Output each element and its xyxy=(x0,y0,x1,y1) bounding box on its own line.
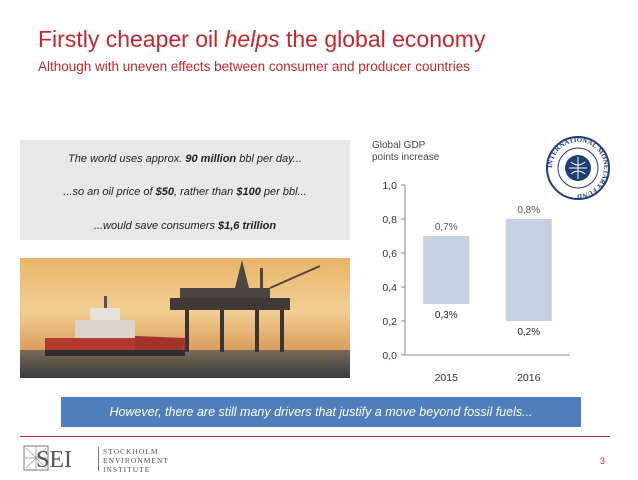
sei-logo: SEI STOCKHOLM ENVIRONMENT INSTITUTE xyxy=(22,443,202,475)
chart-caption-line-1: Global GDP xyxy=(372,140,426,151)
chart-bar xyxy=(505,219,552,321)
quote-box: The world uses approx. 90 million bbl pe… xyxy=(20,140,350,240)
conclusion-banner: However, there are still many drivers th… xyxy=(61,397,581,427)
x-category-label: 2015 xyxy=(435,372,459,384)
y-tick-label: 0,4 xyxy=(382,282,397,294)
x-axis: 2015 2016 xyxy=(405,354,570,384)
svg-text:SEI: SEI xyxy=(36,447,72,473)
slide-subtitle: Although with uneven effects between con… xyxy=(38,59,471,74)
oil-platform-photo xyxy=(20,258,350,378)
svg-text:INSTITUTE: INSTITUTE xyxy=(103,465,150,474)
y-axis: 0,0 0,2 0,4 0,6 0,8 1,0 xyxy=(382,180,406,362)
y-tick-label: 0,0 xyxy=(382,350,397,362)
slide-title: Firstly cheaper oil helps the global eco… xyxy=(38,26,486,52)
bar-high-label: 0,8% xyxy=(517,205,540,216)
footer-divider xyxy=(20,436,610,437)
page-number: 3 xyxy=(600,456,606,466)
chart-bar xyxy=(423,236,470,304)
y-tick-label: 0,6 xyxy=(382,248,397,260)
quote-line-3: ...would save consumers $1,6 trillion xyxy=(93,220,277,232)
bar-low-label: 0,2% xyxy=(517,327,540,338)
svg-text:STOCKHOLM: STOCKHOLM xyxy=(103,447,159,456)
bar-low-label: 0,3% xyxy=(435,310,458,321)
quote-line-1: The world uses approx. 90 million bbl pe… xyxy=(68,153,302,165)
bar-high-label: 0,7% xyxy=(435,222,458,233)
svg-text:ENVIRONMENT: ENVIRONMENT xyxy=(103,456,169,465)
quote-line-2: ...so an oil price of $50, rather than $… xyxy=(63,186,307,198)
chart-bars: 0,7% 0,3% 0,8% 0,2% xyxy=(423,205,552,338)
chart-caption-line-2: points increase xyxy=(372,152,440,163)
y-tick-label: 1,0 xyxy=(382,180,397,192)
gdp-bar-chart: 0,0 0,2 0,4 0,6 0,8 1,0 0,7% 0,3% 0,8% 0,2% 2015… xyxy=(382,180,570,384)
chart-caption: Global GDP points increase xyxy=(372,140,439,164)
y-tick-label: 0,8 xyxy=(382,214,397,226)
y-tick-label: 0,2 xyxy=(382,316,397,328)
imf-logo: INTERNATIONAL MONETARY FUND xyxy=(545,135,611,201)
x-category-label: 2016 xyxy=(517,372,541,384)
